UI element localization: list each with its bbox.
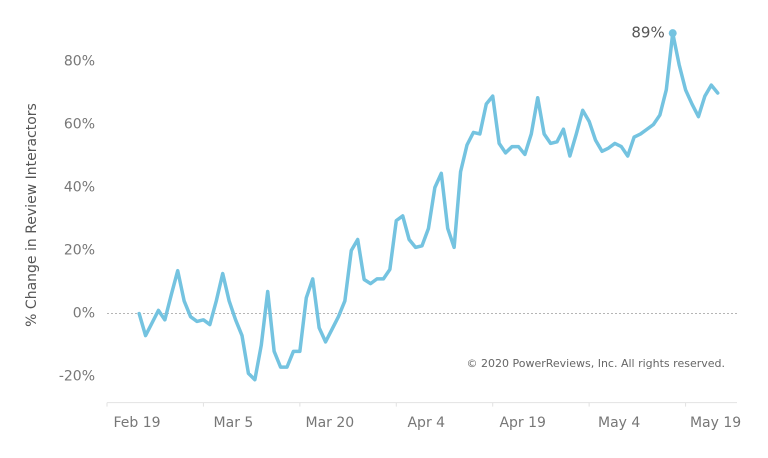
x-tick-label: Mar 5 [214,415,254,431]
y-tick-label: 20% [64,243,95,259]
y-axis-title: % Change in Review Interactors [24,103,40,327]
y-tick-label: -20% [59,369,95,385]
line [137,31,720,382]
x-tick-label: May 19 [690,415,741,431]
peak-label: 89% [631,24,664,42]
y-tick-label: 40% [64,180,95,196]
y-tick-label: 60% [64,117,95,133]
y-tick-label: 80% [64,54,95,70]
y-tick-label: 0% [73,306,95,322]
x-tick-label: May 4 [598,415,640,431]
x-tick-label: Apr 4 [407,415,445,431]
copyright-note: © 2020 PowerReviews, Inc. All rights res… [466,357,725,370]
x-tick-label: Mar 20 [306,415,355,431]
peak-marker [668,29,677,38]
x-tick-label: Apr 19 [499,415,545,431]
x-tick-label: Feb 19 [113,415,160,431]
